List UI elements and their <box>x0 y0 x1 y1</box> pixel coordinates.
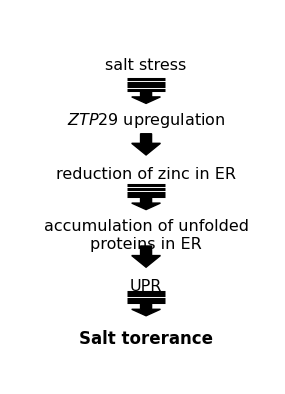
Text: salt stress: salt stress <box>105 58 187 73</box>
Text: accumulation of unfolded
proteins in ER: accumulation of unfolded proteins in ER <box>44 219 249 252</box>
Text: Salt torerance: Salt torerance <box>79 329 213 348</box>
Text: $\mathit{ZTP29}$ upregulation: $\mathit{ZTP29}$ upregulation <box>67 111 225 130</box>
Text: UPR: UPR <box>130 279 162 294</box>
Polygon shape <box>132 304 160 316</box>
Text: reduction of zinc in ER: reduction of zinc in ER <box>56 167 236 182</box>
Polygon shape <box>132 198 160 210</box>
Polygon shape <box>132 91 160 103</box>
Polygon shape <box>132 134 160 155</box>
Polygon shape <box>132 246 160 267</box>
